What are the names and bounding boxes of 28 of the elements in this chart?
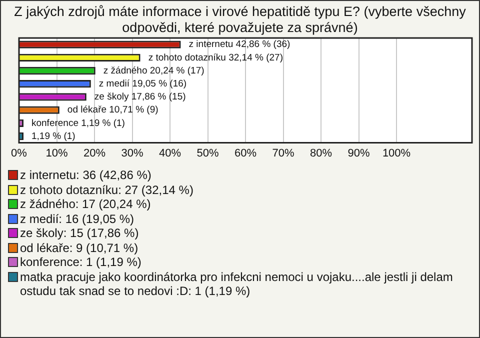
text: z tohoto dotazníku: 27 (32,14 %) bbox=[20, 182, 194, 197]
text: z žádného: 17 (20,24 %) bbox=[20, 197, 151, 212]
text: ze školy: 15 (17,86 %) bbox=[20, 226, 139, 240]
category-label: z tohoto dotazníku 32,14 % (27) bbox=[148, 52, 283, 64]
text: matka pracuje jako koordinátorka pro infekcni nemoci u vojaku....ale jestli ji delam ostudu tak snad se to nedovi :D: 1 (1,19 %) bbox=[20, 270, 454, 298]
x-tick-label: 70% bbox=[272, 147, 294, 160]
text: z medií: 16 (19,05 %) bbox=[20, 212, 134, 226]
data-label: 1,19 % (1) bbox=[31, 130, 76, 142]
x-tick-label: 20% bbox=[83, 147, 106, 160]
category-label: z žádného 20,24 % (17) bbox=[103, 65, 204, 76]
text: od lékaře: 9 (10,71 %) bbox=[20, 240, 138, 255]
x-tick-label: 60% bbox=[234, 147, 257, 160]
category-label: konference 1,19 % (1) bbox=[31, 118, 125, 129]
x-tick-label: 40% bbox=[158, 147, 182, 160]
x-tick-label: 50% bbox=[196, 147, 219, 160]
x-tick-label: 90% bbox=[348, 147, 370, 160]
x-tick-label: 80% bbox=[310, 147, 332, 160]
text: z internetu: 36 (42,86 %) bbox=[20, 168, 152, 182]
x-tick-label: 30% bbox=[121, 147, 144, 160]
category-label: z medií 19,05 % (16) bbox=[98, 78, 187, 90]
text: konference: 1 (1,19 %) bbox=[20, 255, 142, 270]
category-label: z internetu 42,86 % (36) bbox=[188, 39, 290, 50]
x-tick-label: 100% bbox=[382, 147, 411, 160]
x-tick-label: 0% bbox=[11, 147, 28, 160]
category-label: od lékaře 10,71 % (9) bbox=[67, 104, 158, 116]
x-tick-label: 10% bbox=[46, 147, 68, 160]
chart-title: Z jakých zdrojů máte informace i virové hepatitidě typu E? (vyberte všechny odpovědi, které považujete za správné) bbox=[13, 4, 467, 36]
category-label: ze školy 17,86 % (15) bbox=[94, 92, 186, 103]
